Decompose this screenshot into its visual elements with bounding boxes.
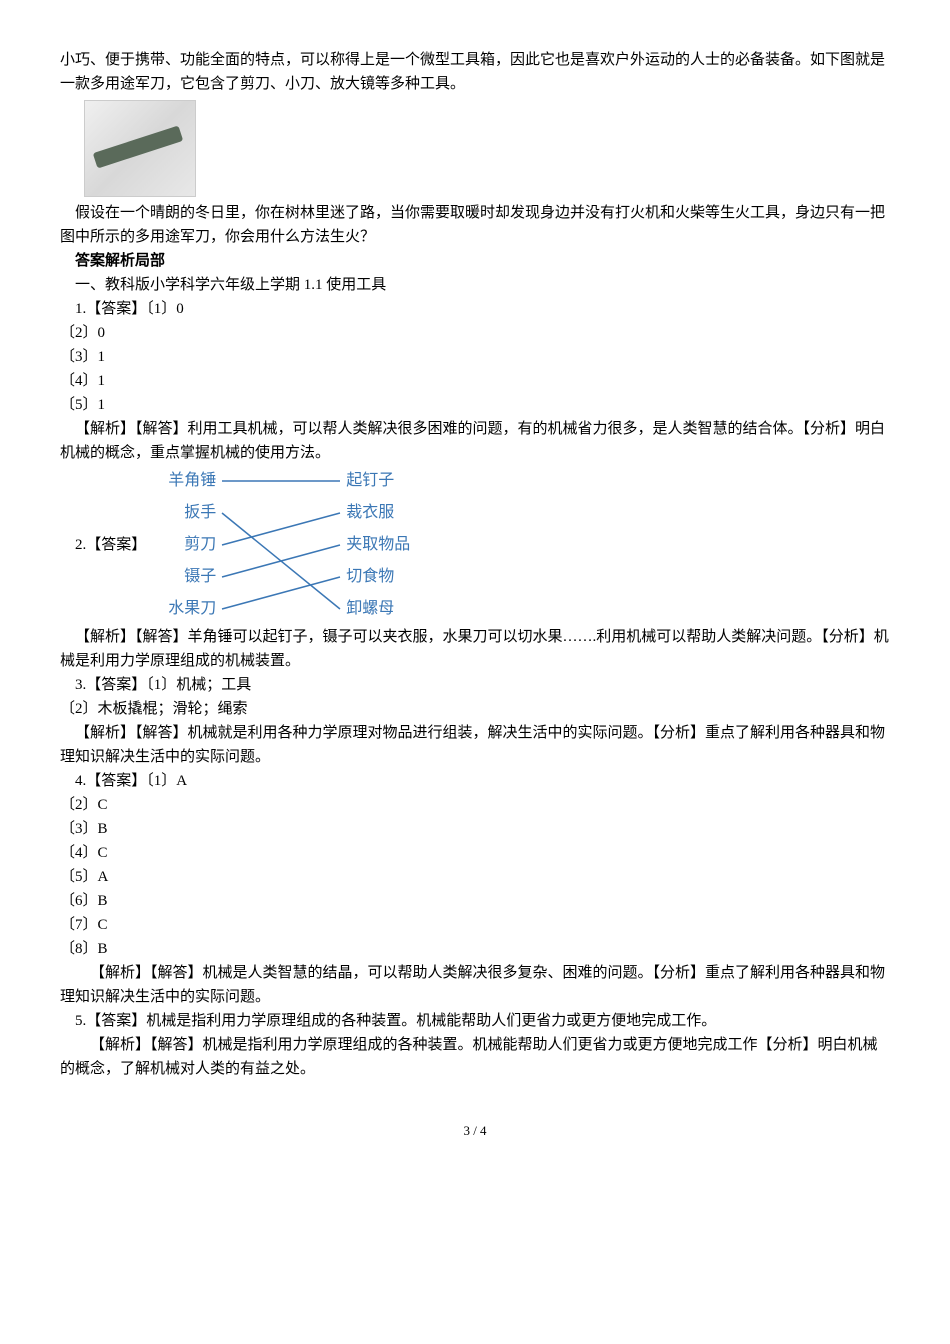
q4-item: 〔8〕B [60,937,890,961]
diagram-left-label: 水果刀 [152,596,216,622]
q4-item: 〔2〕C [60,793,890,817]
diagram-right-label: 夹取物品 [346,532,426,558]
q4-item: 〔7〕C [60,913,890,937]
q3-item2: 〔2〕木板撬棍；滑轮；绳索 [60,697,890,721]
matching-diagram: 羊角锤 起钉子 扳手 裁衣服 剪刀 夹取物品 镊子 切食物 [152,465,426,625]
diagram-right-label: 卸螺母 [346,596,426,622]
diagram-right-label: 切食物 [346,564,426,590]
scenario-text: 假设在一个晴朗的冬日里，你在树林里迷了路，当你需要取暖时却发现身边并没有打火机和… [60,201,890,249]
section-header: 一、教科版小学科学六年级上学期 1.1 使用工具 [60,273,890,297]
q4-item: 〔5〕A [60,865,890,889]
q1-item: 〔3〕1 [60,345,890,369]
answer-section-title: 答案解析局部 [60,249,890,273]
diagram-right-label: 裁衣服 [346,500,426,526]
q1-title: 1.【答案】〔1〕0 [60,297,890,321]
q1-item: 〔2〕0 [60,321,890,345]
q4-item: 〔4〕C [60,841,890,865]
q4-title: 4.【答案】〔1〕A [60,769,890,793]
intro-line1: 小巧、便于携带、功能全面的特点，可以称得上是一个微型工具箱，因此它也是喜欢户外运… [60,48,890,96]
diagram-left-label: 扳手 [152,500,216,526]
q4-item: 〔3〕B [60,817,890,841]
q1-item: 〔5〕1 [60,393,890,417]
q3-title: 3.【答案】〔1〕机械；工具 [60,673,890,697]
q2-title: 2.【答案】 [75,533,146,557]
diagram-cross-lines [216,497,346,625]
page-number: 3 / 4 [60,1121,890,1142]
q4-analysis: 【解析】【解答】机械是人类智慧的结晶，可以帮助人类解决很多复杂、困难的问题。【分… [60,961,890,1009]
diagram-right-label: 起钉子 [346,468,426,494]
q5-title: 5.【答案】机械是指利用力学原理组成的各种装置。机械能帮助人们更省力或更方便地完… [60,1009,890,1033]
knife-image [84,100,196,197]
diagram-left-label: 剪刀 [152,532,216,558]
q5-analysis: 【解析】【解答】机械是指利用力学原理组成的各种装置。机械能帮助人们更省力或更方便… [60,1033,890,1081]
q1-item: 〔4〕1 [60,369,890,393]
q4-item: 〔6〕B [60,889,890,913]
q2-row: 2.【答案】 羊角锤 起钉子 扳手 裁衣服 剪刀 夹取物品 镊子 [60,465,890,625]
diagram-left-label: 羊角锤 [152,468,216,494]
q1-analysis: 【解析】【解答】利用工具机械，可以帮人类解决很多困难的问题，有的机械省力很多，是… [60,417,890,465]
q3-analysis: 【解析】【解答】机械就是利用各种力学原理对物品进行组装，解决生活中的实际问题。【… [60,721,890,769]
diagram-left-label: 镊子 [152,564,216,590]
q2-analysis: 【解析】【解答】羊角锤可以起钉子，镊子可以夹衣服，水果刀可以切水果…….利用机械… [60,625,890,673]
